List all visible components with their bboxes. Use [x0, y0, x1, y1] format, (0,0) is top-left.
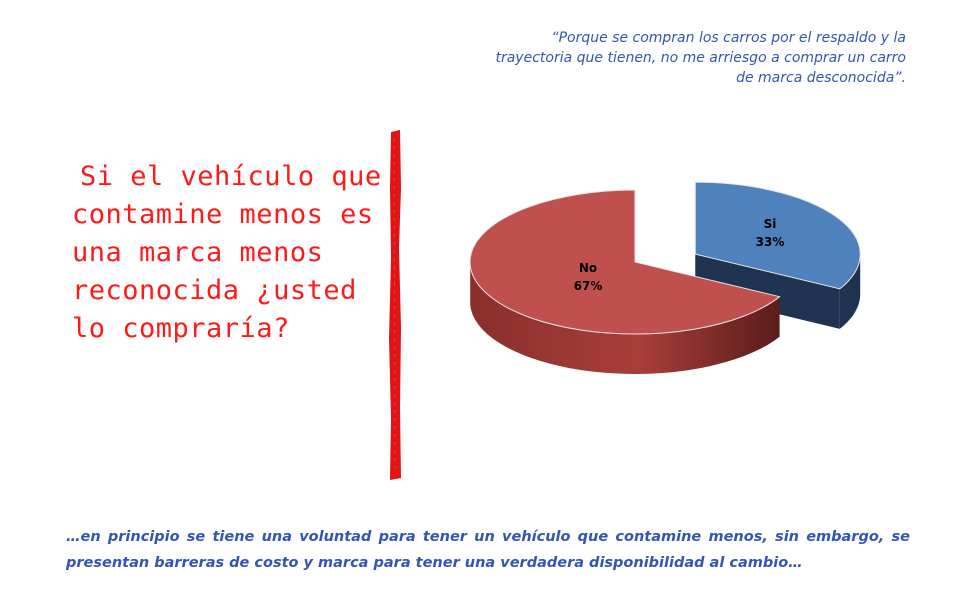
slice-wall-si-1 — [695, 254, 840, 329]
slice-label-si: Si — [764, 217, 777, 231]
quote-line: trayectoria que tienen, no me arriesgo a… — [495, 50, 906, 66]
pie-chart: Si 33% No 67% — [469, 181, 861, 374]
conclusion-text: …en principio se tiene una voluntad para… — [66, 529, 910, 571]
survey-question: Si el vehículo que contamine menos es un… — [72, 161, 382, 344]
slice-top-no — [469, 189, 781, 335]
slice-label-no: No — [579, 261, 597, 275]
red-divider-bar — [389, 130, 401, 480]
quote-text: “Porque se compran los carros por el res… — [440, 28, 906, 88]
slice-top-si — [694, 181, 861, 290]
slice-value-no: 67% — [574, 279, 603, 293]
slice-side-no — [470, 265, 780, 374]
quote-line: “Porque se compran los carros por el res… — [551, 30, 906, 46]
quote-line: de marca desconocida”. — [736, 70, 906, 86]
slice-value-si: 33% — [756, 235, 785, 249]
slice-side-si — [839, 255, 861, 329]
